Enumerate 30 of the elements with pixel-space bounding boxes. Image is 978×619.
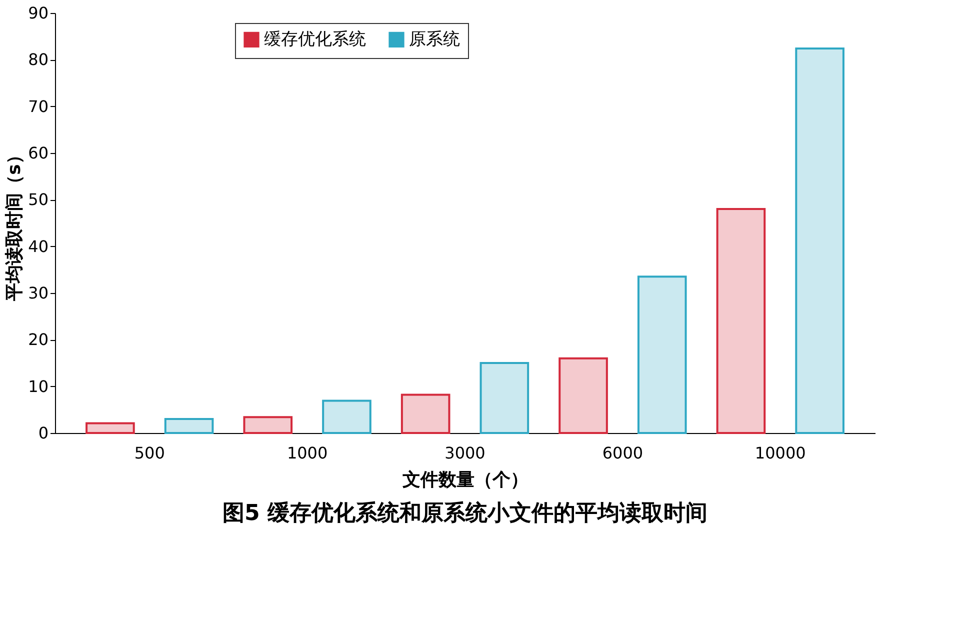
y-tick-label: 50 xyxy=(28,190,48,210)
y-tick-label: 0 xyxy=(38,424,48,442)
bar xyxy=(400,394,450,434)
bar xyxy=(164,418,214,434)
y-axis-title: 平均读取时间（s） xyxy=(4,146,26,302)
x-tick-label: 3000 xyxy=(444,444,486,462)
x-tick-label: 6000 xyxy=(602,444,644,462)
bar xyxy=(795,47,844,434)
x-tick-label: 10000 xyxy=(754,444,806,462)
y-tick-label: 20 xyxy=(28,330,48,350)
bar xyxy=(558,357,608,434)
bar xyxy=(637,276,687,434)
y-tick-label: 10 xyxy=(28,376,48,396)
y-tick-label: 70 xyxy=(28,96,48,116)
legend-label: 原系统 xyxy=(409,30,460,50)
y-tick-label: 80 xyxy=(28,50,48,70)
y-tick-label: 30 xyxy=(28,284,48,302)
x-axis-title: 文件数量（个） xyxy=(402,470,528,490)
text: 图5 缓存优化系统和原系统小文件的平均读取时间 xyxy=(222,500,708,526)
y-tick-label: 60 xyxy=(28,144,48,162)
bar xyxy=(243,416,293,434)
y-tick-label: 40 xyxy=(28,236,48,256)
x-tick-label: 500 xyxy=(134,444,165,462)
bar xyxy=(322,400,372,434)
bar xyxy=(86,422,135,434)
x-tick-label: 1000 xyxy=(286,444,328,462)
y-tick-label: 90 xyxy=(28,4,48,22)
legend-label: 缓存优化系统 xyxy=(264,30,366,50)
bar xyxy=(480,362,530,434)
bar xyxy=(716,208,766,434)
